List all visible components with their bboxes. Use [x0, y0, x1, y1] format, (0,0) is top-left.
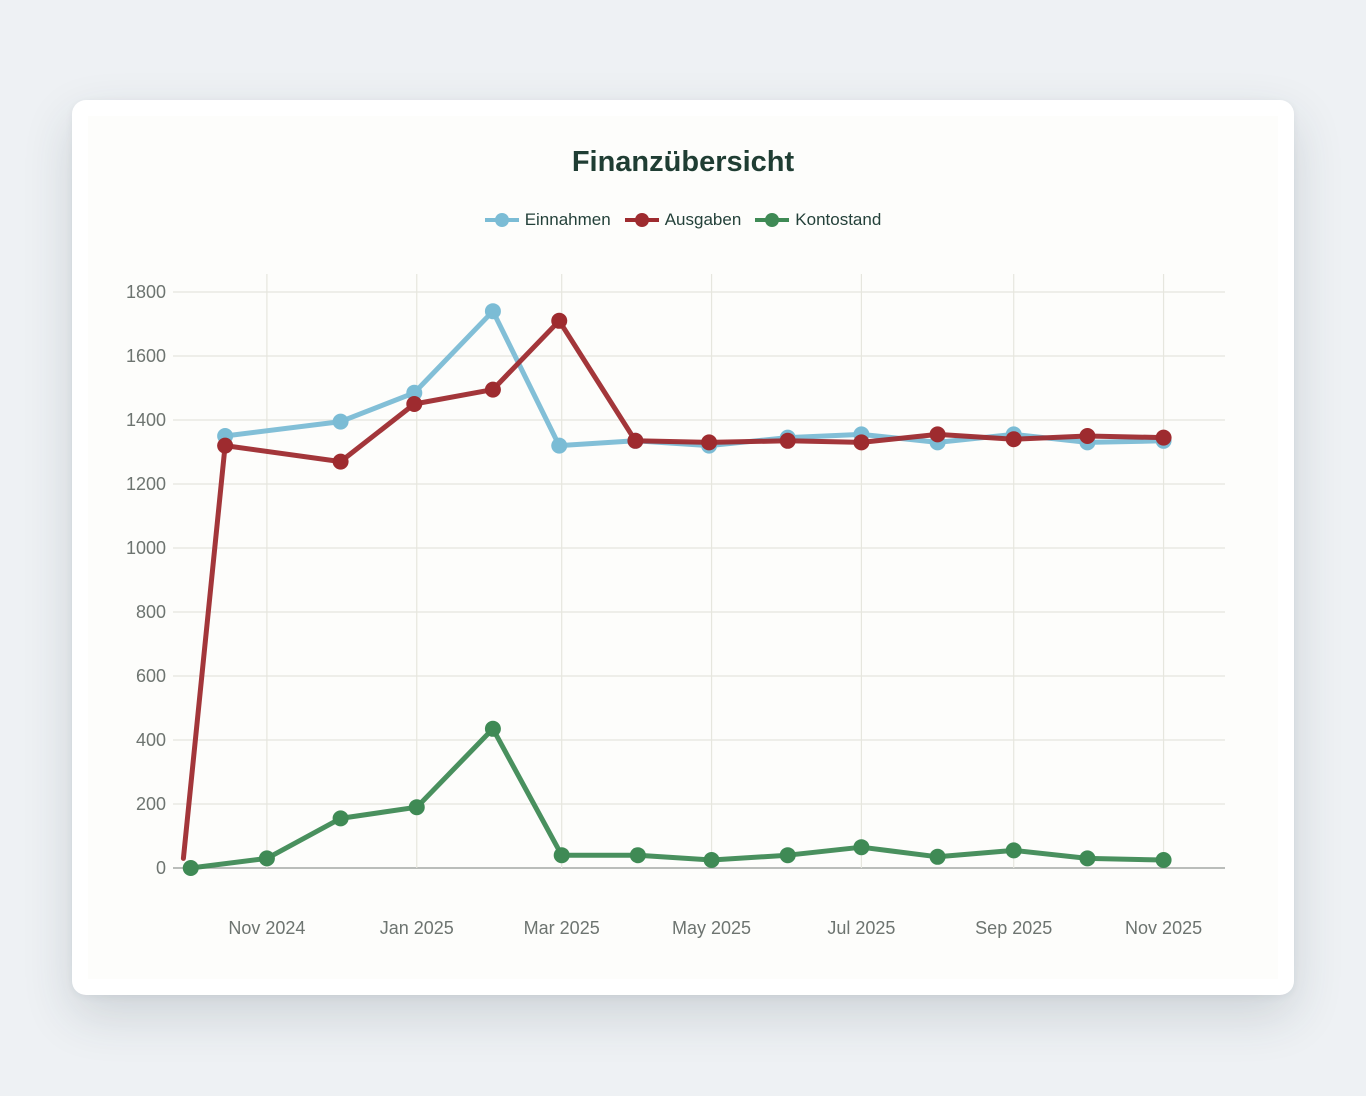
data-point-kontostand	[853, 839, 870, 856]
y-tick-label: 1600	[126, 346, 166, 366]
legend-item-kontostand[interactable]: Kontostand	[755, 210, 881, 230]
y-tick-label: 600	[136, 666, 166, 686]
data-point-einnahmen	[332, 413, 349, 430]
y-tick-label: 1200	[126, 474, 166, 494]
data-point-kontostand	[1079, 850, 1096, 867]
y-tick-label: 1800	[126, 282, 166, 302]
chart-legend: Einnahmen Ausgaben Kontostand	[88, 210, 1278, 230]
data-point-einnahmen	[484, 303, 501, 320]
line-chart-plot: 0 200 400 600 800 1000 1200 1400 1600 1800 Nov 202…	[126, 274, 1225, 938]
data-point-ausgaben	[217, 437, 234, 454]
data-point-kontostand	[779, 847, 796, 864]
x-tick-label: May 2025	[672, 918, 751, 938]
x-tick-label: Nov 2025	[1125, 918, 1202, 938]
data-point-ausgaben	[779, 432, 796, 449]
data-point-einnahmen	[551, 437, 568, 454]
chart-canvas: Finanzübersicht Einnahmen Ausgaben	[88, 116, 1278, 979]
data-point-ausgaben	[332, 453, 349, 470]
y-tick-label: 400	[136, 730, 166, 750]
x-tick-label: Sep 2025	[975, 918, 1052, 938]
y-tick-label: 200	[136, 794, 166, 814]
legend-item-ausgaben[interactable]: Ausgaben	[624, 210, 742, 230]
y-tick-label: 0	[156, 858, 166, 878]
data-point-ausgaben	[627, 432, 644, 449]
data-point-ausgaben	[1155, 429, 1172, 446]
data-point-ausgaben	[484, 381, 501, 398]
x-tick-label: Nov 2024	[228, 918, 305, 938]
series-line-einnahmen	[222, 308, 1167, 449]
legend-swatch-ausgaben	[624, 213, 659, 227]
y-tick-label: 800	[136, 602, 166, 622]
data-point-kontostand	[484, 720, 501, 737]
data-point-ausgaben	[406, 396, 423, 412]
series-line-ausgaben	[180, 318, 1167, 861]
x-tick-label: Jul 2025	[827, 918, 895, 938]
legend-label-ausgaben: Ausgaben	[664, 210, 742, 229]
y-tick-label: 1400	[126, 410, 166, 430]
data-point-ausgaben	[701, 434, 718, 451]
data-point-kontostand	[629, 847, 646, 864]
data-point-ausgaben	[853, 434, 870, 451]
y-tick-label: 1000	[126, 538, 166, 558]
series-line-kontostand	[188, 726, 1167, 871]
legend-label-einnahmen: Einnahmen	[524, 210, 611, 229]
x-tick-label: Jan 2025	[380, 918, 454, 938]
data-point-ausgaben	[929, 426, 946, 443]
legend-item-einnahmen[interactable]: Einnahmen	[484, 210, 611, 230]
x-tick-label: Mar 2025	[524, 918, 600, 938]
chart-card: Finanzübersicht Einnahmen Ausgaben	[72, 100, 1294, 995]
data-point-kontostand	[182, 860, 199, 876]
data-point-kontostand	[703, 852, 720, 868]
data-point-kontostand	[553, 847, 570, 864]
legend-swatch-kontostand	[755, 213, 790, 227]
data-point-einnahmen	[406, 384, 423, 401]
data-point-ausgaben	[1005, 431, 1022, 448]
legend-swatch-einnahmen	[484, 213, 519, 227]
data-point-ausgaben	[551, 312, 568, 329]
legend-label-kontostand: Kontostand	[795, 210, 882, 229]
data-point-kontostand	[332, 810, 349, 827]
chart-title: Finanzübersicht	[571, 146, 795, 178]
data-point-kontostand	[258, 850, 275, 867]
data-point-kontostand	[1005, 842, 1022, 859]
data-point-kontostand	[408, 799, 425, 816]
data-point-kontostand	[1155, 852, 1172, 868]
data-point-kontostand	[929, 848, 946, 865]
data-point-ausgaben	[1079, 428, 1096, 444]
